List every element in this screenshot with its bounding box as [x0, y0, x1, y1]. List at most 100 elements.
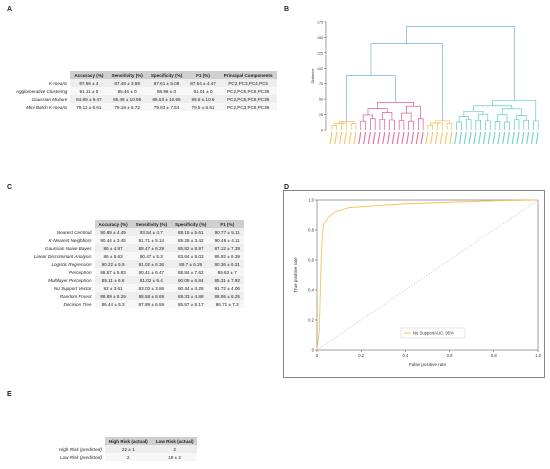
dendro-leaf-label-mark [439, 131, 443, 145]
dendro-leaf-label-mark [387, 131, 391, 145]
dendro-link [446, 123, 453, 130]
clustering-header-cell: Accuracy (%) [70, 71, 108, 80]
clustering-cell: 95.46 ± 0 [107, 87, 147, 96]
classifier-cell: 90.89 ± 4.49 [94, 228, 132, 237]
classifier-cell: 90.41 ± 6.47 [131, 268, 172, 277]
dendro-leaf-label-mark [348, 131, 352, 145]
classifier-row: Logistic Regression 90.22 ± 5.9 91.02 ± 6.… [30, 260, 244, 269]
dendro-y-tick-label: 150 [317, 36, 323, 40]
clustering-row: Mini Batch K-means 79.11 ± 6.61 79.18 ± 5.… [12, 103, 277, 112]
dendro-link [437, 122, 443, 130]
classifier-cell: 90.36 ± 6.31 [210, 260, 244, 269]
dendro-link [418, 118, 424, 130]
dendro-leaf-label-mark [511, 131, 515, 145]
dendro-y-tick-label: 50 [319, 98, 323, 102]
dendro-y-tick-label: 100 [317, 67, 323, 71]
dendro-leaf-label-mark [339, 131, 343, 145]
dendro-y-tick-label: 25 [319, 113, 323, 117]
roc-diagonal [316, 199, 539, 351]
classifier-row: Gaussian Naive Bayes 86 ± 4.97 88.47 ± 6.2… [30, 244, 244, 253]
roc-x-tick-label: 0.8 [491, 353, 497, 358]
dendro-y-tick-label: 0 [321, 129, 323, 133]
dendro-y-tick-label: 175 [317, 21, 323, 25]
dendro-link [406, 26, 515, 101]
classifier-cell: 83.64 ± 8.03 [171, 252, 211, 261]
dendro-leaf-label-mark [363, 131, 367, 145]
dendro-leaf-label-mark [329, 131, 333, 145]
classifier-row: Nu Support Vector 92 ± 3.61 93.03 ± 3.86 90… [30, 284, 244, 293]
classifier-row-label: Nu Support Vector [30, 284, 95, 293]
dendro-leaf-label-mark [478, 131, 482, 145]
dendro-leaf-label-mark [420, 131, 424, 145]
dendro-link [523, 119, 529, 130]
clustering-header-cell: Principal Components [219, 71, 277, 80]
dendro-leaf-label-mark [343, 131, 347, 145]
dendro-y-label: Distance [311, 69, 315, 84]
clustering-cell: 85.48 ± 10.95 [107, 95, 147, 104]
roc-legend-label: Nu SupportAUC: 95% [413, 331, 454, 336]
classifier-header-cell: F1 (%) [210, 220, 244, 229]
dendro-link [331, 125, 338, 130]
classifier-cell: 85.11 ± 6.6 [94, 276, 132, 285]
clustering-header-cell: Specificity (%) [146, 71, 187, 80]
clustering-cell: 79.83 ± 7.54 [146, 103, 187, 112]
clustering-cell: 85.53 ± 10.65 [146, 95, 187, 104]
dendro-link [430, 122, 441, 126]
classifier-row: Decision Tree 86.44 ± 5.3 87.89 ± 6.59 85.5… [30, 300, 244, 309]
dendro-link [485, 120, 491, 130]
clustering-cell: 87.48 ± 3.99 [107, 79, 147, 88]
dendro-leaf-label-mark [482, 131, 486, 145]
roc-y-tick-label: 1.0 [308, 198, 314, 203]
confusion-header-cell: Low Risk (actual) [151, 437, 198, 446]
classifier-row: Linear Discriminant Analysis 86 ± 5.63 90.… [30, 252, 244, 261]
classifier-cell: 90.09 ± 6.84 [171, 276, 211, 285]
clustering-cell: 87.54 ± 4.47 [186, 79, 220, 88]
dendro-link [477, 113, 489, 121]
panel-d-label: D [284, 184, 290, 191]
dendro-link [427, 125, 434, 130]
roc-x-tick-label: 0.6 [447, 353, 453, 358]
classifier-cell: 92 ± 3.61 [94, 284, 132, 293]
classifier-cell: 89.29 ± 3.42 [171, 236, 211, 245]
dendro-leaf-label-mark [454, 131, 458, 145]
classifier-cell: 88.84 ± 7.62 [171, 268, 211, 277]
clustering-metrics-table: Accuracy (%) Sensitivity (%) Specificity (… [12, 71, 277, 112]
roc-x-tick-label: 0.2 [358, 353, 364, 358]
dendro-leaf-label-mark [473, 131, 477, 145]
dendro-leaf-label-mark [415, 131, 419, 145]
classifier-cell: 88.95 ± 6.25 [210, 292, 244, 301]
clustering-cell: PC2,PC3,PC4,PC5 [219, 79, 277, 88]
classifier-row-label: Logistic Regression [30, 260, 95, 269]
clustering-cell: PC2,PC5,PC6,PC38 [219, 87, 277, 96]
clustering-cell: PC2,PC3,PC5,PC38 [219, 103, 277, 112]
confusion-row: Low Risk (predicted) 2 19 ± 2 [55, 453, 198, 462]
roc-x-tick-label: 1.0 [535, 353, 541, 358]
dendro-leaf-label-mark [334, 131, 338, 145]
classifier-cell: 85.57 ± 8.17 [171, 300, 211, 309]
roc-curve [316, 199, 539, 351]
classifier-row-label: Linear Discriminant Analysis [30, 252, 95, 261]
dendro-leaf-label-mark [468, 131, 472, 145]
dendro-link [504, 121, 510, 130]
classifier-cell: 90.22 ± 5.9 [94, 260, 132, 269]
confusion-cell: 2 [151, 445, 198, 454]
classifier-row-label: Random Forest [30, 292, 95, 301]
classifier-row: Nearest Centroid 90.89 ± 4.49 93.54 ± 4.7 8… [30, 228, 244, 237]
confusion-row-label: High Risk (predicted) [55, 445, 105, 454]
dendro-link [494, 121, 501, 130]
dendro-leaf-label-mark [506, 131, 510, 145]
classifier-row: Random Forest 88.89 ± 6.29 88.58 ± 8.69 89.… [30, 292, 244, 301]
confusion-header-cell [55, 437, 105, 446]
panel-c-label: C [7, 184, 13, 191]
clustering-cell: 79.5 ± 6.51 [186, 103, 220, 112]
classifier-metrics-table: Accuracy (%) Sensitivity (%) Specificity (… [30, 220, 244, 309]
dendro-leaf-label-mark [358, 131, 362, 145]
clustering-header-row: Accuracy (%) Sensitivity (%) Specificity (… [12, 71, 277, 80]
confusion-cell: 22 ± 1 [104, 445, 152, 454]
dendro-link [360, 120, 366, 130]
classifier-cell: 86.71 ± 7.3 [210, 300, 244, 309]
confusion-matrix-table: High Risk (actual) Low Risk (actual) High … [55, 437, 198, 462]
dendro-leaf-label-mark [463, 131, 467, 145]
clustering-cell: 91.11 ± 0 [70, 87, 108, 96]
